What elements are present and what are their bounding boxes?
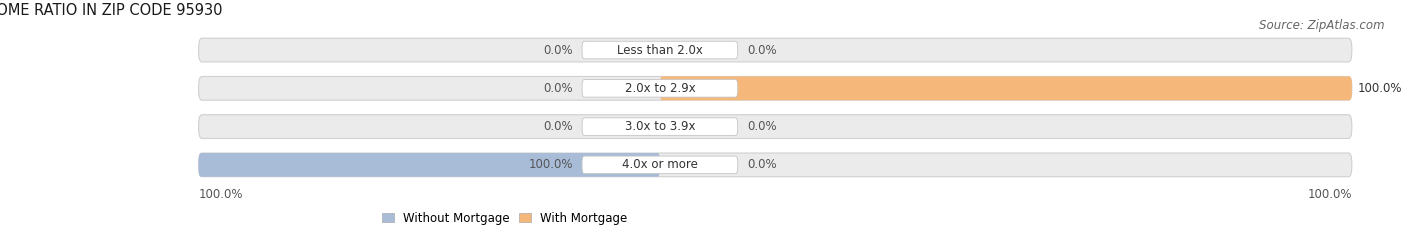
FancyBboxPatch shape [198, 115, 1351, 138]
Text: 0.0%: 0.0% [543, 82, 572, 95]
FancyBboxPatch shape [659, 76, 1351, 100]
FancyBboxPatch shape [582, 41, 738, 59]
Text: Less than 2.0x: Less than 2.0x [617, 44, 703, 57]
FancyBboxPatch shape [582, 79, 738, 97]
FancyBboxPatch shape [582, 118, 738, 135]
Text: PROPERTY VALUE TO HOUSEHOLD INCOME RATIO IN ZIP CODE 95930: PROPERTY VALUE TO HOUSEHOLD INCOME RATIO… [0, 3, 222, 18]
Text: 100.0%: 100.0% [198, 188, 243, 201]
Text: 2.0x to 2.9x: 2.0x to 2.9x [624, 82, 696, 95]
Legend: Without Mortgage, With Mortgage: Without Mortgage, With Mortgage [377, 207, 633, 229]
FancyBboxPatch shape [198, 38, 1351, 62]
Text: 3.0x to 3.9x: 3.0x to 3.9x [624, 120, 695, 133]
Text: 100.0%: 100.0% [1358, 82, 1402, 95]
Text: Source: ZipAtlas.com: Source: ZipAtlas.com [1260, 19, 1385, 32]
Text: 0.0%: 0.0% [747, 44, 776, 57]
Text: 0.0%: 0.0% [543, 44, 572, 57]
Text: 0.0%: 0.0% [747, 120, 776, 133]
Text: 0.0%: 0.0% [747, 158, 776, 171]
FancyBboxPatch shape [198, 153, 1351, 177]
FancyBboxPatch shape [198, 153, 659, 177]
FancyBboxPatch shape [198, 76, 1351, 100]
Text: 100.0%: 100.0% [529, 158, 572, 171]
Text: 100.0%: 100.0% [1308, 188, 1351, 201]
FancyBboxPatch shape [582, 156, 738, 174]
Text: 0.0%: 0.0% [543, 120, 572, 133]
Text: 4.0x or more: 4.0x or more [621, 158, 697, 171]
